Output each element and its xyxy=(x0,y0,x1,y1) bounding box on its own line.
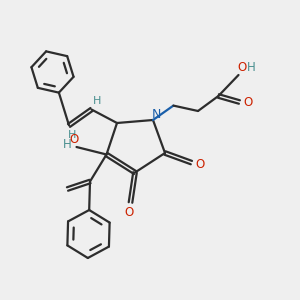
Text: H: H xyxy=(63,137,72,151)
Text: H: H xyxy=(247,61,256,74)
Text: H: H xyxy=(68,130,76,140)
Text: O: O xyxy=(243,95,252,109)
Text: O: O xyxy=(238,61,247,74)
Text: H: H xyxy=(93,95,101,106)
Text: O: O xyxy=(124,206,134,219)
Text: O: O xyxy=(70,133,79,146)
Text: O: O xyxy=(196,158,205,171)
Text: N: N xyxy=(152,108,161,121)
